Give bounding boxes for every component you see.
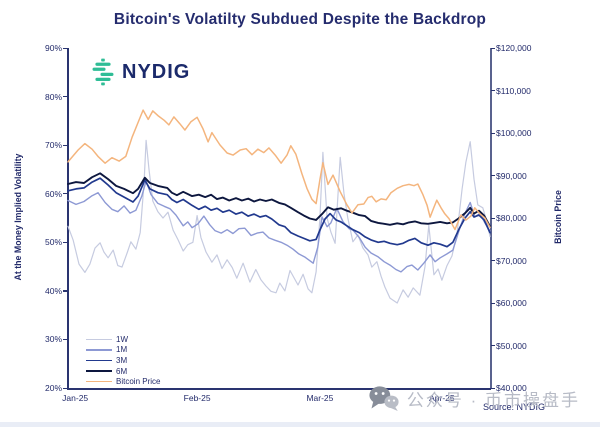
legend-item-6m: 6M <box>86 366 160 377</box>
y-right-tick-label: $60,000 <box>496 298 527 308</box>
y-left-tick-mark <box>63 241 67 243</box>
y-right-tick-label: $110,000 <box>496 85 531 96</box>
legend-item-1w: 1W <box>86 334 160 345</box>
y-right-tick-mark <box>491 217 495 219</box>
legend-label: 3M <box>116 355 128 365</box>
x-axis-tick-label: Feb-25 <box>183 393 211 403</box>
x-axis-line <box>67 388 491 390</box>
y-axis-left-line <box>67 48 69 389</box>
legend-label: 1M <box>116 345 128 355</box>
bottom-strip <box>0 422 600 427</box>
y-left-tick-mark <box>63 338 67 341</box>
legend-swatch <box>86 380 112 383</box>
series-line-1m <box>67 180 491 273</box>
legend-label: 1W <box>116 334 128 344</box>
x-axis-tick-label: Mar-25 <box>306 393 334 403</box>
y-left-tick-mark <box>63 290 67 292</box>
y-right-tick-label: $90,000 <box>496 170 527 181</box>
x-axis-tick-label: Jan-25 <box>62 393 89 403</box>
y-right-tick-mark <box>491 302 495 304</box>
legend-swatch <box>86 370 112 373</box>
y-left-tick-label: 20% <box>44 383 62 393</box>
source-note: Source: NYDIG <box>482 402 545 412</box>
wechat-icon <box>369 386 399 411</box>
y-left-tick-label: 60% <box>44 188 62 199</box>
y-right-tick-label: $70,000 <box>496 255 527 266</box>
series-line-6m <box>67 172 491 228</box>
y-left-tick-mark <box>63 144 67 146</box>
nydig-dollar-icon <box>92 58 114 86</box>
legend-swatch <box>86 359 112 362</box>
legend-item-1m: 1M <box>86 345 160 356</box>
chart-legend: 1W 1M 3M 6M Bitcoin Price <box>86 334 160 387</box>
y-left-tick-mark <box>63 387 67 389</box>
legend-label: 6M <box>116 366 128 376</box>
y-left-tick-label: 90% <box>44 43 62 53</box>
y-axis-right-line <box>490 48 492 389</box>
y-left-tick-label: 40% <box>44 285 62 296</box>
legend-swatch <box>86 349 112 351</box>
y-right-tick-mark <box>491 175 495 177</box>
legend-item-bitcoin-price: Bitcoin Price <box>86 376 160 387</box>
nydig-logo-text: NYDIG <box>122 60 191 83</box>
nydig-logo: NYDIG <box>90 58 190 86</box>
y-left-tick-label: 50% <box>44 237 62 248</box>
y-left-tick-label: 80% <box>44 91 62 102</box>
x-axis-tick-label: Apr-25 <box>429 393 455 403</box>
y-right-tick-mark <box>491 260 495 262</box>
y-right-tick-mark <box>491 345 495 347</box>
watermark: 公众号 · 币市操盘手 <box>369 386 580 411</box>
watermark-text: 公众号 · 币市操盘手 <box>406 391 580 410</box>
y-right-tick-label: $100,000 <box>496 128 532 138</box>
legend-item-3m: 3M <box>86 355 160 366</box>
y-left-tick-mark <box>63 47 67 49</box>
legend-label: Bitcoin Price <box>116 377 161 387</box>
y-right-tick-label: $40,000 <box>496 383 527 393</box>
y-right-tick-mark <box>491 132 495 134</box>
y-right-tick-label: $50,000 <box>496 340 527 351</box>
legend-swatch <box>86 338 112 340</box>
y-left-tick-mark <box>63 96 67 98</box>
series-line-3m <box>67 177 491 248</box>
y-left-tick-label: 30% <box>44 334 62 345</box>
y-right-tick-label: $120,000 <box>496 43 532 53</box>
plot-area <box>67 109 491 304</box>
y-left-tick-mark <box>63 193 67 195</box>
y-axis-left-title: At the Money Implied Volatility <box>13 153 23 281</box>
chart-title: Bitcoin's Volatilty Subdued Despite the … <box>113 11 487 28</box>
y-right-tick-mark <box>491 387 495 389</box>
y-right-tick-mark <box>491 90 495 92</box>
y-right-tick-label: $80,000 <box>496 213 527 223</box>
y-right-tick-mark <box>491 47 495 49</box>
series-line-bitcoin-price <box>67 109 491 231</box>
series-line-1w <box>67 139 491 304</box>
y-left-tick-label: 70% <box>44 140 62 151</box>
